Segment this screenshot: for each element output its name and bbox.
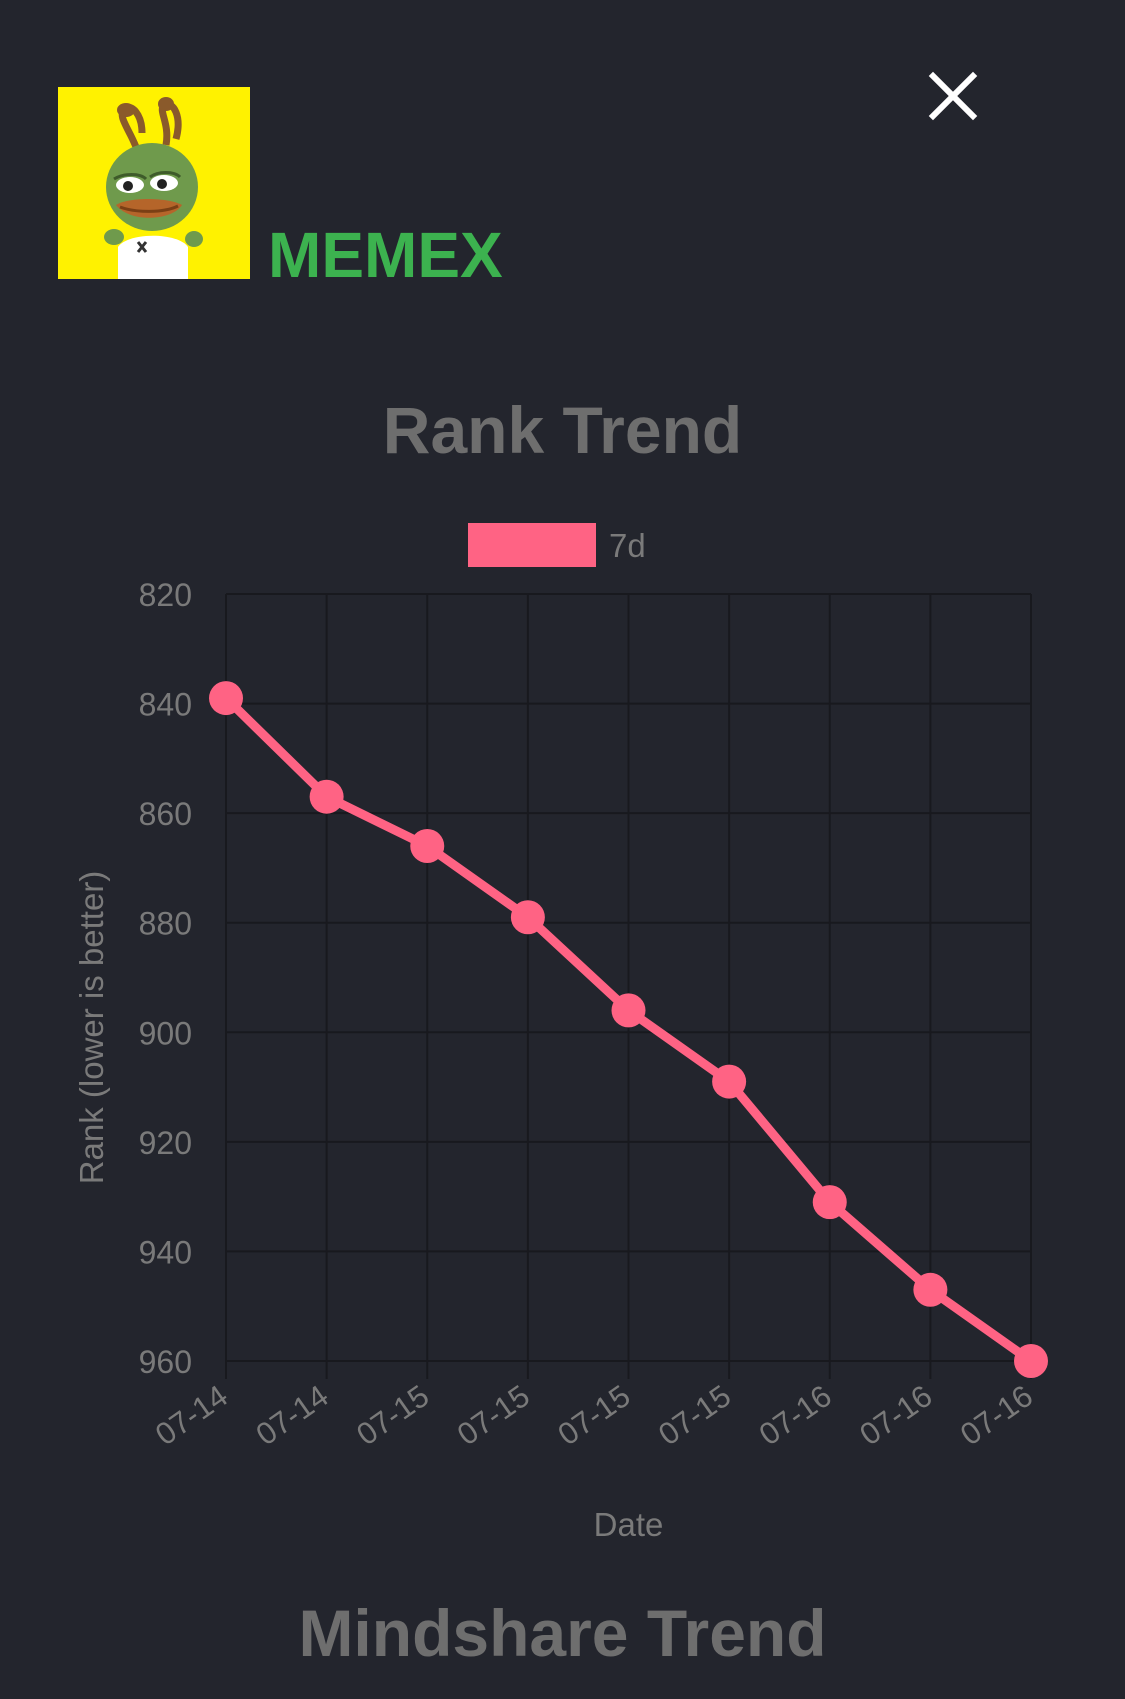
data-point	[510, 900, 545, 935]
y-tick-label: 820	[139, 577, 192, 613]
legend-label: 7d	[609, 527, 646, 564]
data-point	[209, 681, 243, 716]
data-point	[1014, 1344, 1048, 1378]
data-point	[913, 1272, 948, 1307]
data-point	[812, 1185, 847, 1220]
close-icon	[928, 71, 978, 121]
y-axis-title: Rank (lower is better)	[73, 871, 110, 1185]
close-button[interactable]	[925, 68, 981, 124]
y-tick-label: 860	[139, 796, 192, 832]
rank-trend-chart: 820 840 860 880 900 920 940 960 07-14 07-14 07-15 0…	[0, 500, 1125, 1560]
token-name: MEMEX	[268, 219, 503, 291]
x-tick-label: 07-15	[451, 1378, 536, 1452]
x-tick-label: 07-15	[551, 1378, 636, 1452]
token-avatar	[58, 87, 250, 279]
y-tick-label: 960	[139, 1344, 192, 1380]
x-tick-label: 07-16	[853, 1378, 938, 1452]
mindshare-trend-title: Mindshare Trend	[298, 1596, 827, 1670]
data-point	[410, 829, 445, 864]
y-tick-label: 840	[139, 687, 192, 723]
y-tick-label: 940	[139, 1234, 192, 1270]
token-header: MEMEX	[58, 87, 503, 287]
pepe-frog-icon	[58, 87, 250, 279]
data-point	[712, 1064, 747, 1099]
rank-trend-title: Rank Trend	[382, 393, 743, 467]
y-tick-label: 920	[139, 1125, 192, 1161]
legend-swatch	[468, 523, 596, 567]
y-tick-label: 880	[139, 906, 192, 942]
x-axis-title: Date	[594, 1506, 664, 1543]
data-point	[309, 779, 344, 814]
x-tick-label: 07-15	[652, 1378, 737, 1452]
x-tick-label: 07-16	[753, 1378, 838, 1452]
data-point	[611, 993, 646, 1028]
y-tick-label: 900	[139, 1015, 192, 1051]
x-tick-label: 07-14	[149, 1378, 234, 1452]
x-tick-label: 07-14	[250, 1378, 335, 1452]
x-tick-label: 07-15	[350, 1378, 435, 1452]
x-tick-label: 07-16	[954, 1378, 1039, 1452]
